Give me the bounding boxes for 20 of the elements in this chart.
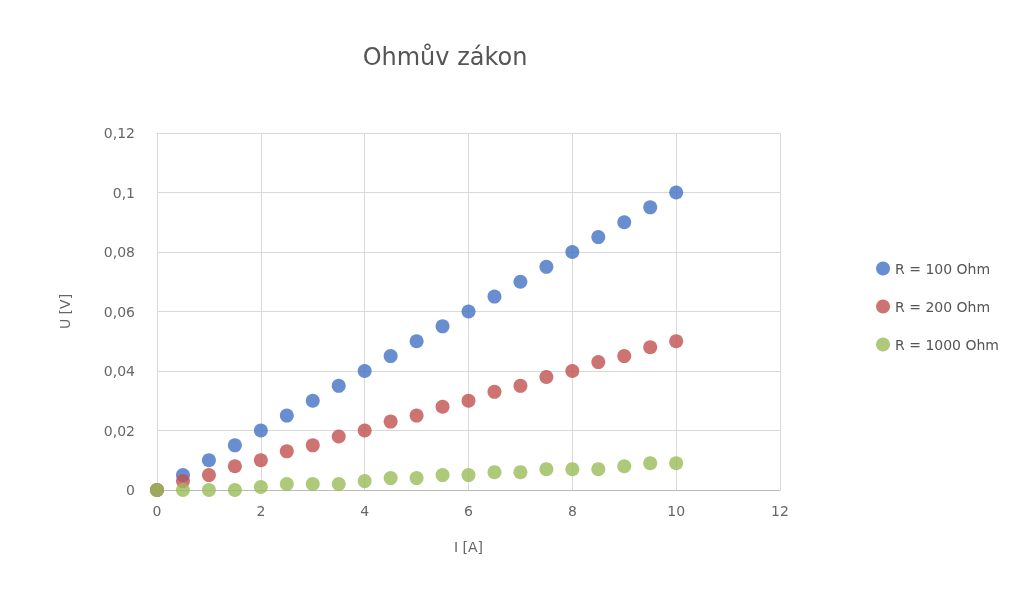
legend-label: R = 1000 Ohm xyxy=(895,336,999,353)
y-axis-title: U [V] xyxy=(57,293,73,330)
x-tick-label: 4 xyxy=(360,503,370,519)
x-tick-label: 2 xyxy=(256,503,266,519)
y-tick-label: 0,08 xyxy=(103,244,135,260)
x-tick-label: 12 xyxy=(771,503,789,519)
y-tick-label: 0,1 xyxy=(112,184,135,201)
y-tick-label: 0,02 xyxy=(103,422,135,439)
y-tick-label: 0 xyxy=(126,482,135,498)
legend-label: R = 200 Ohm xyxy=(895,298,991,315)
y-tick-label: 0,06 xyxy=(103,303,136,320)
y-tick-label: 0,12 xyxy=(103,125,135,141)
x-axis-title: I [A] xyxy=(453,539,484,555)
chart-title: Ohmův zákon xyxy=(362,43,528,71)
x-tick-label: 0 xyxy=(152,503,162,519)
legend-label: R = 100 Ohm xyxy=(895,260,991,277)
x-tick-label: 10 xyxy=(667,503,686,519)
x-tick-label: 8 xyxy=(567,503,577,519)
y-tick-label: 0,04 xyxy=(103,363,136,379)
x-tick-label: 6 xyxy=(464,503,474,519)
